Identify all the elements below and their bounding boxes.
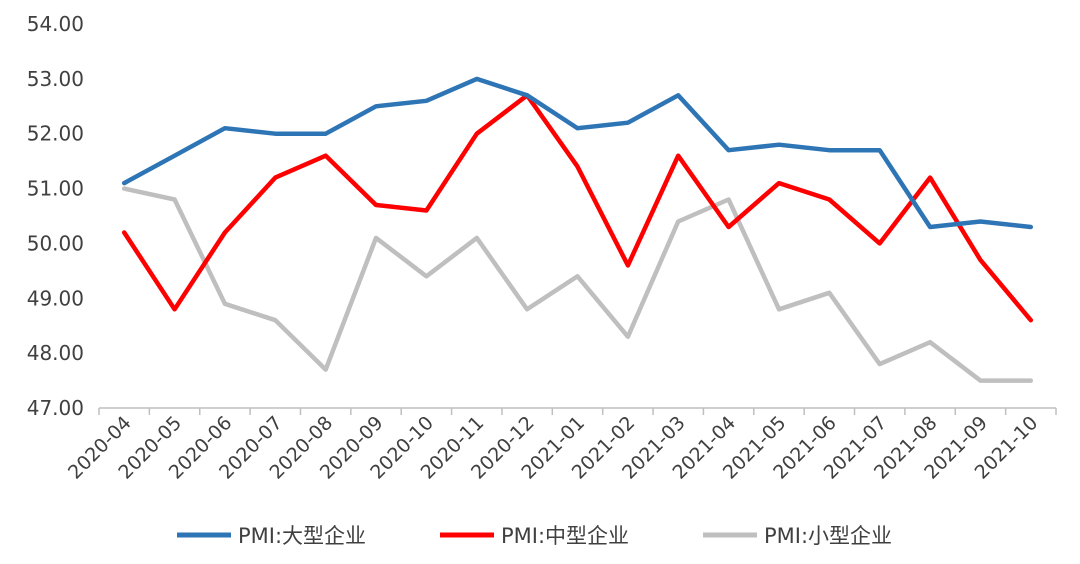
x-axis-tickmarks	[98, 408, 1057, 415]
legend-label-0: PMI:大型企业	[238, 524, 366, 548]
y-tick-label: 53.00	[27, 67, 84, 91]
y-axis-ticks: 47.00 48.00 49.00 50.00 51.00 52.00 53.00 54.00	[27, 12, 84, 420]
y-tick-label: 54.00	[27, 12, 84, 36]
legend: PMI:大型企业 PMI:中型企业 PMI:小型企业	[177, 524, 892, 548]
series-lines	[121, 76, 1034, 383]
legend-label-2: PMI:小型企业	[764, 524, 892, 548]
y-tick-label: 49.00	[27, 286, 84, 310]
y-tick-label: 47.00	[27, 396, 84, 420]
y-tick-label: 48.00	[27, 341, 84, 365]
x-axis-labels: 2020-042020-052020-062020-072020-082020-…	[64, 412, 1042, 484]
y-tick-label: 52.00	[27, 122, 84, 146]
y-tick-label: 51.00	[27, 177, 84, 201]
legend-label-1: PMI:中型企业	[501, 524, 629, 548]
series-line-1	[121, 93, 1034, 323]
y-tick-label: 50.00	[27, 231, 84, 255]
series-line-0	[121, 76, 1034, 230]
series-line-2	[121, 186, 1034, 383]
